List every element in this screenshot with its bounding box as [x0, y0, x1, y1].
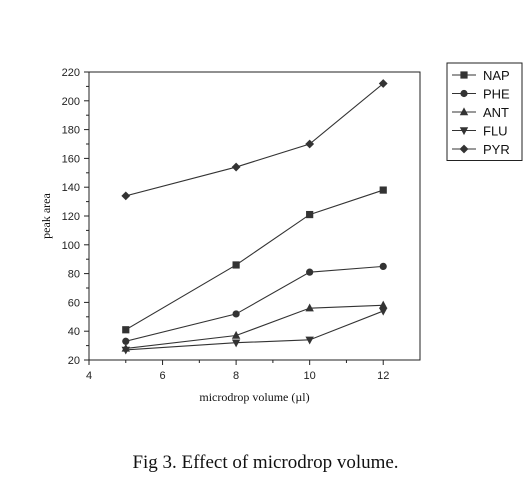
data-point-nap — [379, 186, 387, 194]
data-point-pyr — [121, 191, 131, 201]
series-line-nap — [125, 189, 384, 331]
series-line-pyr — [125, 83, 384, 197]
legend-marker-flu — [459, 127, 469, 136]
series-line-flu — [125, 310, 384, 351]
data-point-nap — [232, 261, 240, 269]
axes: 20 40 60 80 100 120 140 160 180 200 220 4 6 8 10 12 — [62, 67, 421, 382]
x-tick-label: 4 — [86, 370, 92, 382]
data-point-flu — [305, 336, 314, 345]
legend-label-pyr: PYR — [483, 142, 510, 157]
x-axis-label: microdrop volume (µl) — [199, 390, 309, 404]
legend-marker-pyr — [459, 144, 469, 154]
series-line-ant — [125, 304, 384, 350]
legend-label-nap: NAP — [483, 68, 510, 83]
data-point-flu — [121, 346, 130, 355]
data-point-phe — [122, 337, 130, 345]
x-tick-label: 10 — [304, 370, 316, 382]
y-tick-label: 20 — [68, 355, 80, 367]
data-point-ant — [305, 303, 314, 312]
data-point-pyr — [305, 139, 315, 149]
y-tick-label: 40 — [68, 326, 80, 338]
series-nap — [122, 186, 387, 334]
y-tick-label: 120 — [62, 211, 80, 223]
figure-caption: Fig 3. Effect of microdrop volume. — [132, 452, 399, 473]
plot-frame — [88, 71, 421, 361]
data-point-nap — [122, 326, 130, 334]
data-point-nap — [306, 210, 314, 219]
legend-label-phe: PHE — [483, 87, 510, 102]
legend-marker-phe — [460, 89, 468, 98]
y-tick-label: 160 — [62, 153, 80, 165]
data-point-phe — [232, 310, 240, 318]
y-tick-label: 80 — [68, 269, 80, 281]
x-tick-label: 8 — [233, 370, 239, 382]
series-group — [121, 79, 388, 355]
series-pyr — [121, 79, 388, 201]
y-tick-label: 60 — [68, 297, 80, 309]
data-point-phe — [306, 268, 314, 276]
data-point-pyr — [378, 79, 388, 88]
legend-marker-ant — [459, 107, 469, 116]
data-point-ant — [231, 330, 241, 339]
series-phe — [122, 262, 387, 345]
series-line-phe — [125, 265, 384, 342]
y-tick-label: 200 — [62, 96, 80, 108]
data-point-flu — [379, 307, 388, 316]
legend-box — [446, 62, 523, 161]
series-flu — [121, 307, 388, 355]
y-tick-label: 180 — [62, 125, 80, 137]
data-point-flu — [231, 339, 241, 348]
chart: 20 40 60 80 100 120 140 160 180 200 220 4 6 8 10 12 NAP… — [39, 62, 523, 404]
legend-label-flu: FLU — [483, 124, 508, 139]
y-axis-label: peak area — [39, 193, 53, 239]
legend-marker-nap — [460, 71, 468, 79]
data-point-phe — [379, 262, 387, 270]
x-tick-label: 12 — [377, 370, 389, 382]
y-tick-label: 100 — [62, 240, 80, 252]
y-tick-label: 140 — [62, 182, 80, 194]
legend-label-ant: ANT — [483, 105, 509, 120]
legend: NAP PHE ANT FLU PYR — [446, 62, 523, 161]
data-point-pyr — [231, 162, 241, 172]
series-ant — [121, 300, 388, 352]
data-point-ant — [379, 300, 388, 309]
x-tick-label: 6 — [159, 370, 165, 382]
y-tick-label: 220 — [62, 67, 80, 79]
